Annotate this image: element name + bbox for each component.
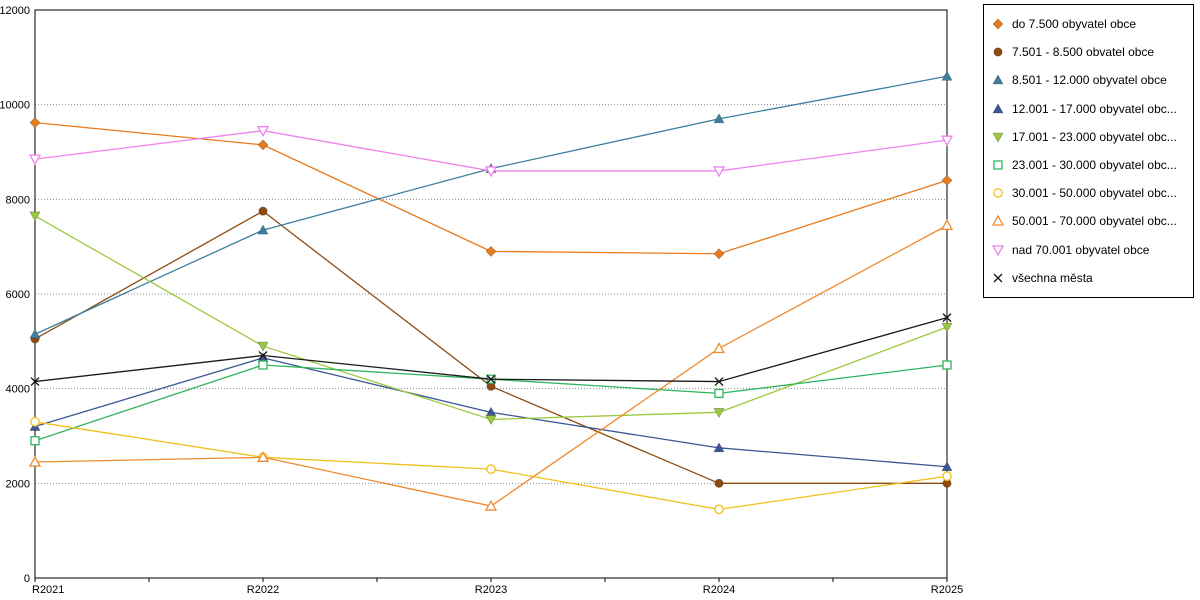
x-tick-label: R2024 (703, 584, 735, 596)
legend-label: 8.501 - 12.000 obyvatel obce (1012, 73, 1167, 88)
legend-label: do 7.500 obyvatel obce (1012, 17, 1137, 32)
legend-item: 7.501 - 8.500 obvatel obce (990, 38, 1187, 66)
y-tick-label: 0 (24, 573, 30, 585)
series-5 (30, 360, 952, 446)
x-axis-labels: R2021 R2022 R2023 R2024 R2025 (32, 584, 963, 596)
y-tick-label: 4000 (6, 384, 30, 396)
y-tick-label: 8000 (6, 194, 30, 206)
y-tick-label: 2000 (6, 478, 30, 490)
series-6 (30, 416, 952, 515)
x-tick-label: R2022 (247, 584, 279, 596)
legend-item: všechna města (990, 264, 1187, 292)
legend-item: 30.001 - 50.000 obyvatel obc... (990, 179, 1187, 207)
legend-label: 7.501 - 8.500 obvatel obce (1012, 45, 1155, 60)
x-tick-label: R2023 (475, 584, 507, 596)
series-0 (29, 117, 953, 260)
x-tick-label: R2025 (931, 584, 963, 596)
diamond-marker-icon (992, 18, 1004, 30)
legend: do 7.500 obyvatel obce 7.501 - 8.500 obva… (983, 4, 1194, 298)
legend-label: všechna města (1012, 270, 1093, 285)
series-7 (28, 219, 954, 511)
legend-label: 23.001 - 30.000 obyvatel obc... (1012, 158, 1177, 173)
legend-item: 12.001 - 17.000 obyvatel obc... (990, 95, 1187, 123)
y-tick-label: 6000 (6, 289, 30, 301)
legend-item: 23.001 - 30.000 obyvatel obc... (990, 151, 1187, 179)
triangle-up-marker-icon (992, 103, 1004, 113)
x-axis-ticks (34, 578, 948, 582)
y-tick-label: 12000 (0, 5, 30, 17)
x-marker-icon (993, 273, 1003, 283)
triangle-down-marker-icon (992, 132, 1004, 143)
series-8 (28, 126, 954, 178)
legend-label: 12.001 - 17.000 obyvatel obc... (1012, 101, 1177, 116)
circle-marker-icon (993, 47, 1003, 57)
legend-item: do 7.500 obyvatel obce (990, 10, 1187, 38)
series-4 (29, 211, 953, 426)
legend-item: 8.501 - 12.000 obyvatel obce (990, 66, 1187, 94)
circle-marker-icon (993, 188, 1003, 199)
series-9 (30, 313, 952, 387)
triangle-up-marker-icon (991, 215, 1005, 227)
legend-item: 17.001 - 23.000 obyvatel obc... (990, 123, 1187, 151)
legend-label: 50.001 - 70.000 obyvatel obc... (1012, 214, 1177, 229)
y-tick-label: 10000 (0, 100, 30, 112)
x-tick-label: R2021 (32, 584, 64, 596)
legend-item: nad 70.001 obyvatel obce (990, 236, 1187, 264)
series-1 (30, 206, 952, 488)
series-2 (29, 70, 953, 339)
square-marker-icon (993, 160, 1003, 170)
series-3 (29, 352, 953, 472)
triangle-down-marker-icon (991, 244, 1005, 256)
legend-label: 30.001 - 50.000 obyvatel obc... (1012, 186, 1177, 201)
triangle-up-marker-icon (992, 74, 1004, 85)
y-axis-labels: 0 2000 4000 6000 8000 10000 12000 (0, 5, 30, 585)
legend-label: 17.001 - 23.000 obyvatel obc... (1012, 129, 1177, 144)
legend-label: nad 70.001 obyvatel obce (1012, 242, 1150, 257)
legend-item: 50.001 - 70.000 obyvatel obc... (990, 207, 1187, 235)
